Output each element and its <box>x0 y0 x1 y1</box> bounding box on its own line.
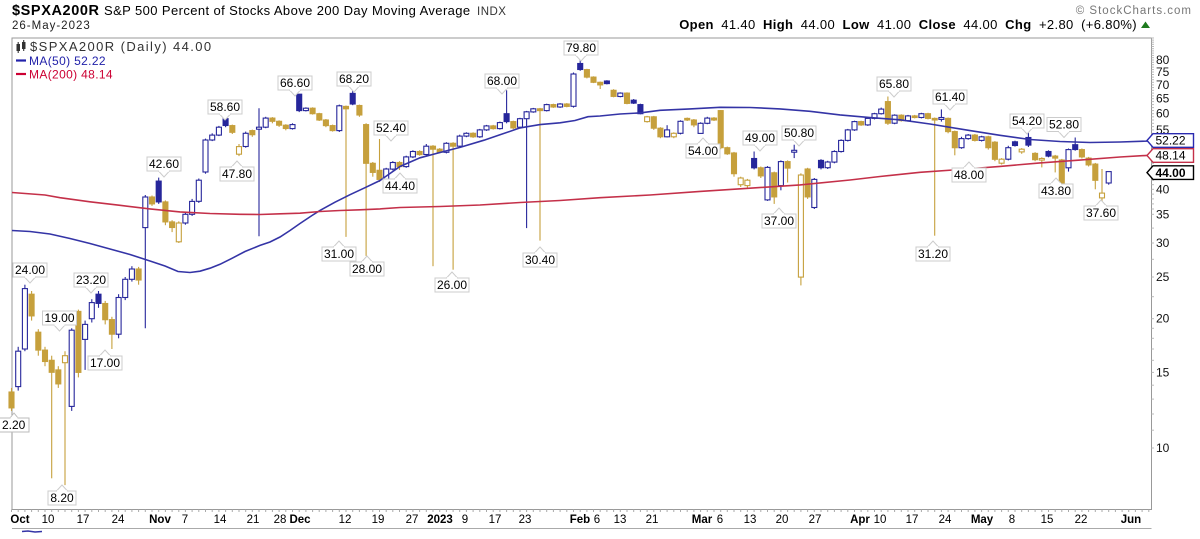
svg-text:28.00: 28.00 <box>352 262 382 276</box>
svg-text:17: 17 <box>77 514 90 526</box>
svg-text:66.60: 66.60 <box>280 76 310 90</box>
svg-text:8: 8 <box>1009 514 1015 526</box>
svg-text:49.00: 49.00 <box>745 131 775 145</box>
svg-text:79.80: 79.80 <box>566 41 596 55</box>
svg-text:15: 15 <box>1156 365 1170 379</box>
svg-text:Dec: Dec <box>289 514 311 526</box>
svg-text:48.14: 48.14 <box>1156 149 1186 163</box>
svg-text:$SPXA200R: $SPXA200R <box>12 3 100 19</box>
svg-text:2023: 2023 <box>427 514 453 526</box>
svg-text:22: 22 <box>1075 514 1088 526</box>
svg-text:35: 35 <box>1156 207 1170 221</box>
svg-text:20: 20 <box>776 514 789 526</box>
svg-text:68.20: 68.20 <box>339 72 369 86</box>
svg-text:28: 28 <box>274 514 287 526</box>
svg-text:37.00: 37.00 <box>764 214 794 228</box>
svg-text:21: 21 <box>646 514 659 526</box>
svg-text:47.80: 47.80 <box>222 167 252 181</box>
svg-text:25: 25 <box>1156 270 1170 284</box>
svg-text:24: 24 <box>939 514 952 526</box>
svg-text:61.40: 61.40 <box>935 90 965 104</box>
svg-text:44.00: 44.00 <box>1156 166 1186 180</box>
svg-text:58.60: 58.60 <box>210 100 240 114</box>
svg-text:17: 17 <box>489 514 502 526</box>
svg-text:40: 40 <box>1156 182 1170 196</box>
svg-text:65: 65 <box>1156 92 1170 106</box>
svg-text:31.20: 31.20 <box>918 247 948 261</box>
svg-text:MA(50) 52.22: MA(50) 52.22 <box>29 54 106 68</box>
svg-text:May: May <box>971 514 994 526</box>
svg-text:Oct: Oct <box>10 514 29 526</box>
svg-text:20: 20 <box>1156 312 1170 326</box>
svg-text:Feb: Feb <box>570 514 590 526</box>
svg-text:Mar: Mar <box>692 514 713 526</box>
svg-text:10: 10 <box>874 514 887 526</box>
svg-text:24.00: 24.00 <box>15 263 45 277</box>
svg-text:42.60: 42.60 <box>149 157 179 171</box>
svg-text:80: 80 <box>1156 53 1170 67</box>
svg-text:2.20: 2.20 <box>2 418 26 432</box>
svg-text:Jun: Jun <box>1121 514 1141 526</box>
svg-text:6: 6 <box>594 514 600 526</box>
svg-text:$SPXA200R (Daily) 44.00: $SPXA200R (Daily) 44.00 <box>30 39 213 54</box>
svg-text:9: 9 <box>462 514 468 526</box>
svg-text:30.40: 30.40 <box>525 253 555 267</box>
svg-text:19.00: 19.00 <box>44 311 74 325</box>
svg-text:INDX: INDX <box>477 6 506 18</box>
svg-text:52.22: 52.22 <box>1156 134 1186 148</box>
svg-text:12: 12 <box>339 514 352 526</box>
svg-text:15: 15 <box>1041 514 1054 526</box>
svg-text:27: 27 <box>406 514 419 526</box>
svg-text:24: 24 <box>112 514 125 526</box>
svg-text:13: 13 <box>744 514 757 526</box>
svg-text:6: 6 <box>717 514 723 526</box>
svg-text:8.20: 8.20 <box>50 491 74 505</box>
svg-text:48.00: 48.00 <box>954 168 984 182</box>
svg-text:70: 70 <box>1156 78 1170 92</box>
svg-text:7: 7 <box>182 514 188 526</box>
svg-text:Nov: Nov <box>149 514 171 526</box>
svg-text:23.20: 23.20 <box>76 273 106 287</box>
svg-text:27: 27 <box>809 514 822 526</box>
svg-text:60: 60 <box>1156 107 1170 121</box>
svg-text:Apr: Apr <box>850 514 870 526</box>
svg-text:52.80: 52.80 <box>1049 118 1079 132</box>
svg-text:43.80: 43.80 <box>1041 184 1071 198</box>
svg-text:65.80: 65.80 <box>879 77 909 91</box>
svg-text:S&P 500 Percent of Stocks Abov: S&P 500 Percent of Stocks Above 200 Day … <box>104 3 471 18</box>
svg-text:54.00: 54.00 <box>688 144 718 158</box>
svg-text:54.20: 54.20 <box>1012 114 1042 128</box>
svg-text:52.40: 52.40 <box>376 121 406 135</box>
svg-text:26-May-2023: 26-May-2023 <box>12 20 91 32</box>
svg-text:44.40: 44.40 <box>385 179 415 193</box>
svg-text:19: 19 <box>372 514 385 526</box>
svg-text:MA(200) 48.14: MA(200) 48.14 <box>29 68 113 82</box>
svg-text:31.00: 31.00 <box>324 247 354 261</box>
svg-text:50.80: 50.80 <box>784 126 814 140</box>
svg-text:23: 23 <box>519 514 532 526</box>
svg-text:13: 13 <box>614 514 627 526</box>
svg-text:30: 30 <box>1156 236 1170 250</box>
svg-text:21: 21 <box>247 514 260 526</box>
svg-text:Open 41.40 High 44.00 Low 41.0: Open 41.40 High 44.00 Low 41.00 Close 44… <box>679 17 1137 32</box>
svg-text:37.60: 37.60 <box>1086 206 1116 220</box>
svg-text:10: 10 <box>1156 441 1170 455</box>
svg-text:26.00: 26.00 <box>437 278 467 292</box>
svg-text:75: 75 <box>1156 65 1170 79</box>
svg-text:14: 14 <box>214 514 227 526</box>
svg-text:68.00: 68.00 <box>487 74 517 88</box>
svg-text:© StockCharts.com: © StockCharts.com <box>1076 5 1192 17</box>
svg-text:10: 10 <box>42 514 55 526</box>
svg-text:17: 17 <box>906 514 919 526</box>
svg-text:17.00: 17.00 <box>90 356 120 370</box>
